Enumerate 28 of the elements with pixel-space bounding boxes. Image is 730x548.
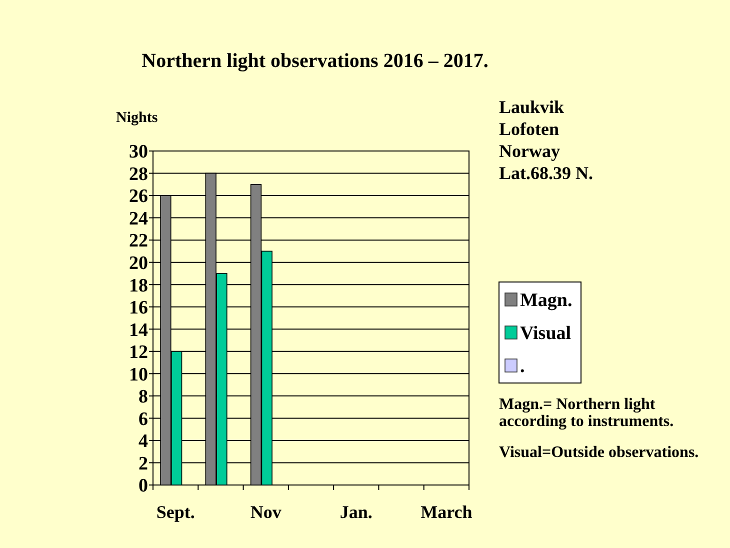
legend-label: Magn. — [520, 290, 572, 312]
y-tick-label: 6 — [138, 408, 148, 430]
y-tick-label: 18 — [129, 275, 148, 296]
y-tick-label: 14 — [129, 320, 148, 341]
y-tick-label: 20 — [129, 252, 148, 274]
x-tick-label: Nov — [250, 502, 282, 522]
y-tick-label: 4 — [138, 431, 148, 452]
y-tick-label: 2 — [138, 453, 148, 474]
x-tick-label: Sept. — [156, 502, 195, 522]
y-tick-label: 22 — [129, 230, 148, 252]
y-tick-label: 10 — [129, 364, 148, 386]
y-tick-label: 8 — [138, 386, 148, 408]
legend-label: . — [520, 356, 525, 378]
text: Visual=Outside observations. — [499, 444, 699, 461]
y-tick-label: 0 — [138, 476, 148, 497]
y-tick-label: 16 — [129, 298, 148, 319]
legend-label: Visual — [520, 323, 572, 344]
text: Laukvik Lofoten Norway Lat.68.39 N. — [499, 97, 593, 183]
y-tick-label: 12 — [129, 342, 148, 364]
y-axis-title: Nights — [116, 110, 158, 126]
y-tick-label: 26 — [129, 186, 148, 208]
y-tick-label: 24 — [129, 208, 148, 230]
y-tick-label: 28 — [129, 164, 148, 185]
text: Magn.= Northern light according to instruments. — [499, 396, 674, 430]
x-tick-label: March — [420, 502, 472, 522]
x-tick-label: Jan. — [340, 502, 372, 522]
y-tick-label: 30 — [129, 142, 148, 163]
chart-title: Northern light observations 2016 – 2017. — [142, 50, 488, 72]
